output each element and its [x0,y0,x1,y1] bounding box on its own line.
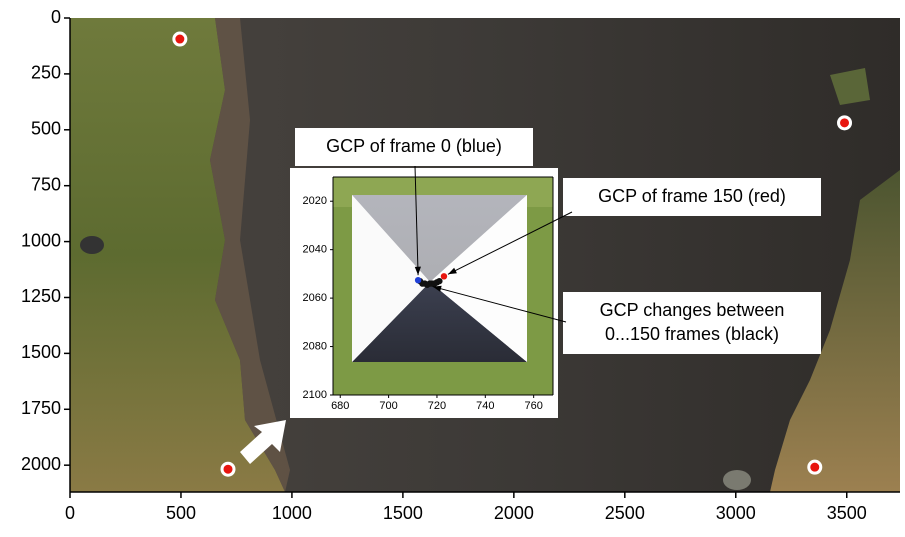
y-tick-label: 2000 [21,454,61,474]
chart: 0 500 1000 1500 2000 2500 3000 3500 0 250 500 750 10… [0,0,905,532]
inset-background [290,168,558,418]
rock [723,470,751,490]
x-tick-label: 700 [379,400,397,412]
x-tick-label: 500 [166,503,196,523]
x-tick-label: 3000 [716,503,756,523]
y-tick-label: 1500 [21,342,61,362]
x-tick-label: 740 [476,400,494,412]
y-tick-label: 1000 [21,230,61,250]
y-tick-label: 250 [31,63,61,83]
annotation-text: 0...150 frames (black) [605,324,779,344]
object [80,236,104,254]
annotation-text: GCP of frame 0 (blue) [326,136,502,156]
y-tick-label: 500 [31,119,61,139]
x-tick-label: 1000 [272,503,312,523]
y-tick-label: 1750 [21,398,61,418]
x-tick-label: 680 [331,400,349,412]
x-tick-label: 1500 [383,503,423,523]
y-tick-label: 750 [31,174,61,194]
x-tick-label: 0 [65,503,75,523]
y-tick-label: 2100 [303,389,327,401]
point [441,273,447,279]
x-tick-label: 720 [428,400,446,412]
point [436,278,442,284]
y-tick-label: 1250 [21,286,61,306]
point [415,277,421,283]
y-tick-label: 2080 [303,340,327,352]
x-tick-label: 2500 [605,503,645,523]
point [809,461,821,473]
y-tick-label: 0 [51,7,61,27]
point [174,33,186,45]
point [222,463,234,475]
x-tick-label: 3500 [827,503,867,523]
y-tick-label: 2020 [303,195,327,207]
y-tick-label: 2040 [303,244,327,256]
x-tick-label: 2000 [494,503,534,523]
annotation-text: GCP changes between [600,300,785,320]
x-tick-label: 760 [524,400,542,412]
y-tick-label: 2060 [303,292,327,304]
point [839,117,851,129]
annotation-text: GCP of frame 150 (red) [598,186,786,206]
